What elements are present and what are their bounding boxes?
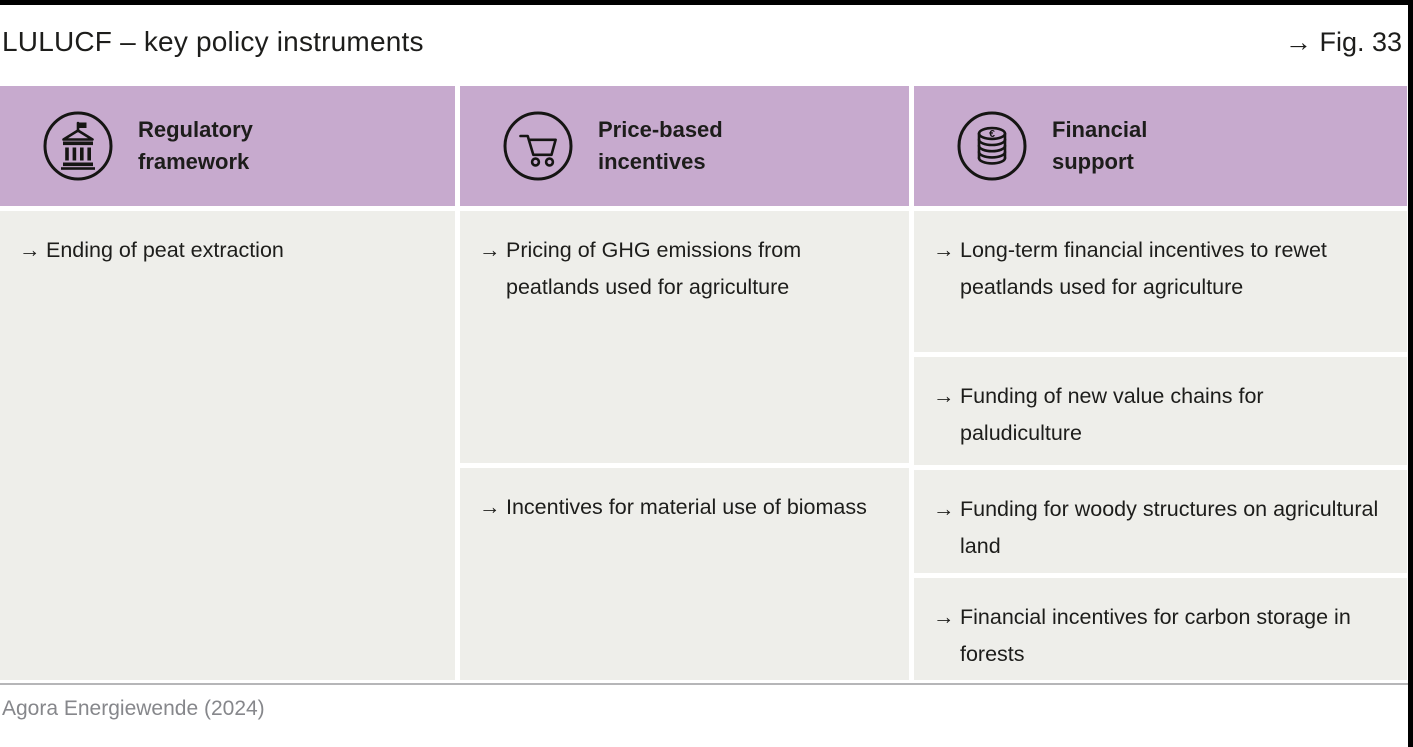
euro-symbol: € (989, 128, 995, 140)
policy-item-cell: → Pricing of GHG emissions from peatland… (460, 211, 909, 463)
arrow-bullet: → (933, 384, 955, 408)
policy-item-cell: → Long-term financial incentives to rewe… (914, 211, 1407, 352)
policy-item-cell: → Financial incentives for carbon storag… (914, 578, 1407, 680)
figure-title: LULUCF – key policy instruments (2, 26, 424, 57)
policy-item-text: Ending of peat extraction (46, 238, 284, 262)
policy-item-text: Pricing of GHG emissions from peatlands … (506, 238, 802, 299)
figure-title-bar: LULUCF – key policy instruments → Fig. 3… (2, 26, 1405, 58)
policy-item-text: Funding of new value chains for paludicu… (960, 384, 1264, 445)
column-cells: → Long-term financial incentives to rewe… (914, 211, 1407, 680)
column-cells: → Ending of peat extraction (0, 211, 455, 680)
policy-item-cell: → Funding of new value chains for paludi… (914, 357, 1407, 465)
page-edge-right (1408, 0, 1413, 747)
shopping-cart-icon (503, 111, 573, 181)
arrow-bullet: → (933, 497, 955, 521)
source-divider-line (0, 683, 1408, 685)
column-header-regulatory: Regulatory framework (0, 86, 455, 206)
arrow-bullet: → (933, 238, 955, 262)
column-price-based-incentives: Price-based incentives → Pricing of GHG … (460, 86, 909, 680)
policy-item-cell: → Ending of peat extraction (0, 211, 455, 680)
column-header-title: Regulatory framework (138, 117, 253, 174)
arrow-bullet: → (19, 238, 41, 262)
column-cells: → Pricing of GHG emissions from peatland… (460, 211, 909, 680)
policy-item-text: Incentives for material use of biomass (506, 495, 867, 519)
arrow-bullet: → (933, 605, 955, 629)
coin-stack-euro-icon: € (957, 111, 1027, 181)
page-edge-top (0, 0, 1413, 5)
column-header-financial: € Financial support (914, 86, 1407, 206)
column-regulatory-framework: Regulatory framework → Ending of peat ex… (0, 86, 455, 680)
policy-item-text: Long-term financial incentives to rewet … (960, 238, 1327, 299)
column-header-price-based: Price-based incentives (460, 86, 909, 206)
column-financial-support: € Financial support → Long-term financia… (914, 86, 1407, 680)
arrow-bullet: → (479, 495, 501, 519)
government-building-icon (43, 111, 113, 181)
column-header-title: Financial support (1052, 117, 1148, 174)
figure-number-label: → Fig. 33 (1284, 27, 1402, 57)
policy-item-cell: → Funding for woody structures on agricu… (914, 470, 1407, 573)
policy-item-text: Financial incentives for carbon storage … (960, 605, 1351, 666)
policy-item-cell: → Incentives for material use of biomass (460, 468, 909, 680)
policy-item-text: Funding for woody structures on agricult… (960, 497, 1379, 558)
arrow-bullet: → (479, 238, 501, 262)
column-header-title: Price-based incentives (598, 117, 723, 174)
source-attribution: Agora Energiewende (2024) (2, 697, 265, 720)
